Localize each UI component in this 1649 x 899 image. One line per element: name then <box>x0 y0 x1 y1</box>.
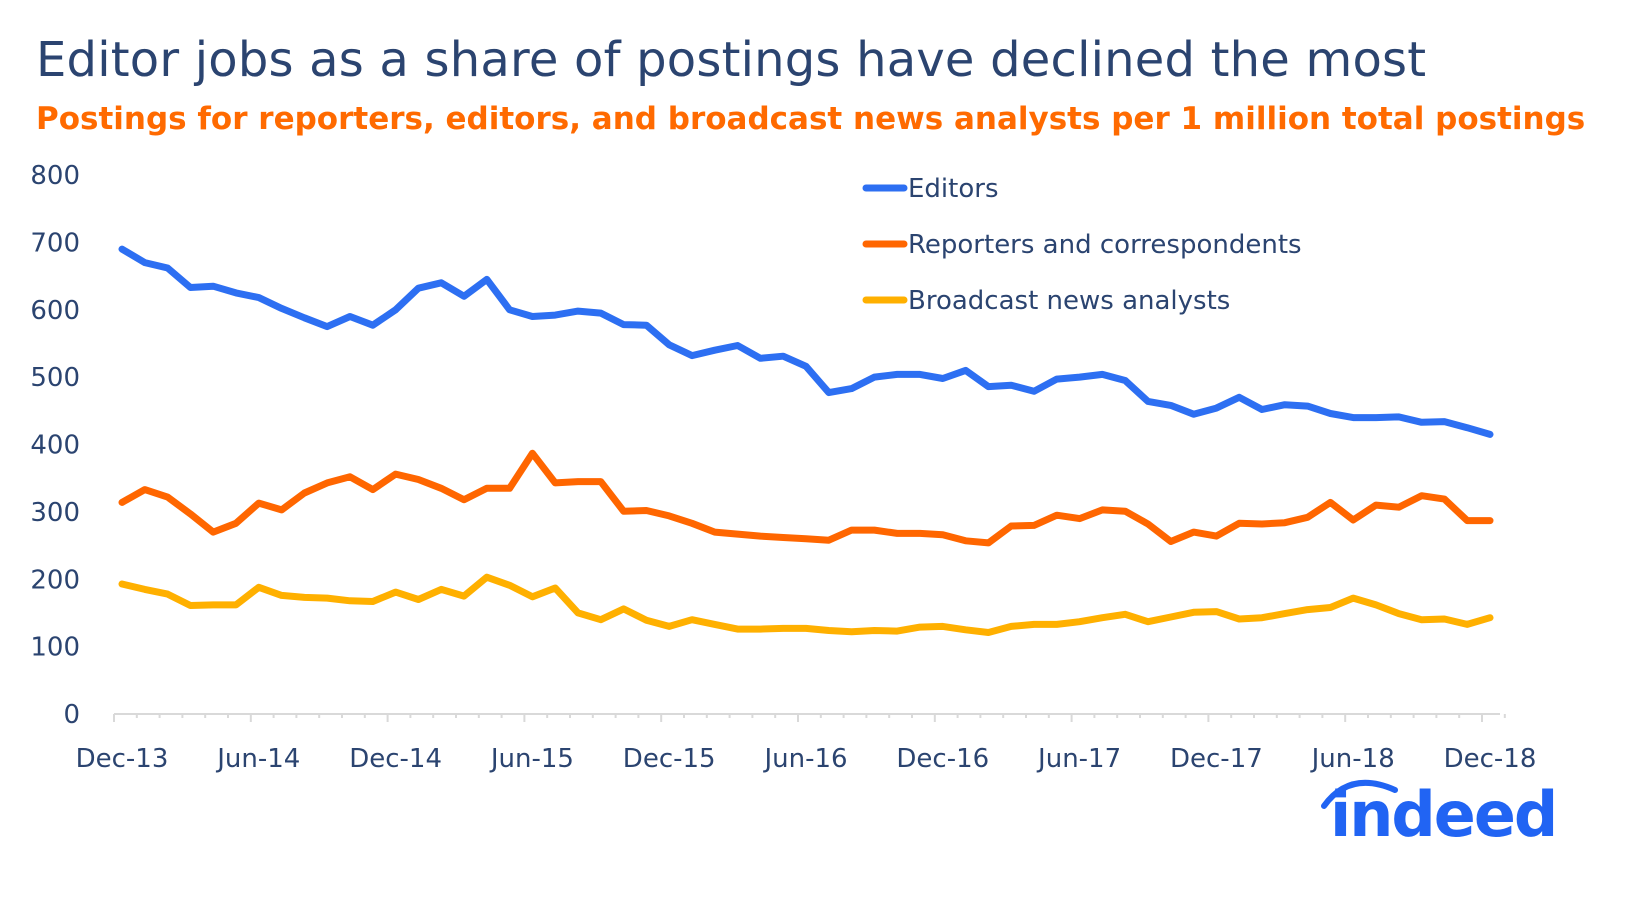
x-tick-label: Jun-15 <box>489 744 574 774</box>
y-tick-label: 200 <box>30 565 80 595</box>
y-tick-label: 600 <box>30 296 80 326</box>
x-tick-label: Jun-16 <box>762 744 847 774</box>
chart-title: Editor jobs as a share of postings have … <box>36 32 1427 88</box>
series-line-1 <box>118 245 1494 438</box>
x-tick-label: Dec-15 <box>623 744 716 774</box>
legend-label: Broadcast news analysts <box>908 286 1230 316</box>
y-tick-label: 800 <box>30 161 80 191</box>
legend-label: Editors <box>908 174 999 204</box>
x-tick-label: Dec-13 <box>76 744 169 774</box>
x-tick-label: Jun-18 <box>1310 744 1395 774</box>
y-tick-label: 400 <box>30 431 80 461</box>
y-tick-label: 300 <box>30 498 80 528</box>
x-tick-label: Dec-18 <box>1444 744 1537 774</box>
x-tick-label: Dec-17 <box>1170 744 1263 774</box>
x-tick-label: Jun-14 <box>215 744 300 774</box>
series-line-2 <box>118 449 1494 547</box>
chart-subtitle: Postings for reporters, editors, and bro… <box>36 101 1586 137</box>
y-tick-label: 700 <box>30 228 80 258</box>
y-tick-label: 0 <box>63 700 80 730</box>
indeed-logo: indeed <box>1321 778 1558 851</box>
x-tick-label: Dec-14 <box>349 744 442 774</box>
x-tick-label: Jun-17 <box>1036 744 1121 774</box>
y-tick-label: 100 <box>30 633 80 663</box>
x-tick-label: Dec-16 <box>896 744 989 774</box>
series-line-3 <box>118 573 1494 636</box>
logo-text: indeed <box>1330 778 1556 851</box>
y-tick-label: 500 <box>30 363 80 393</box>
legend-label: Reporters and correspondents <box>908 230 1302 260</box>
